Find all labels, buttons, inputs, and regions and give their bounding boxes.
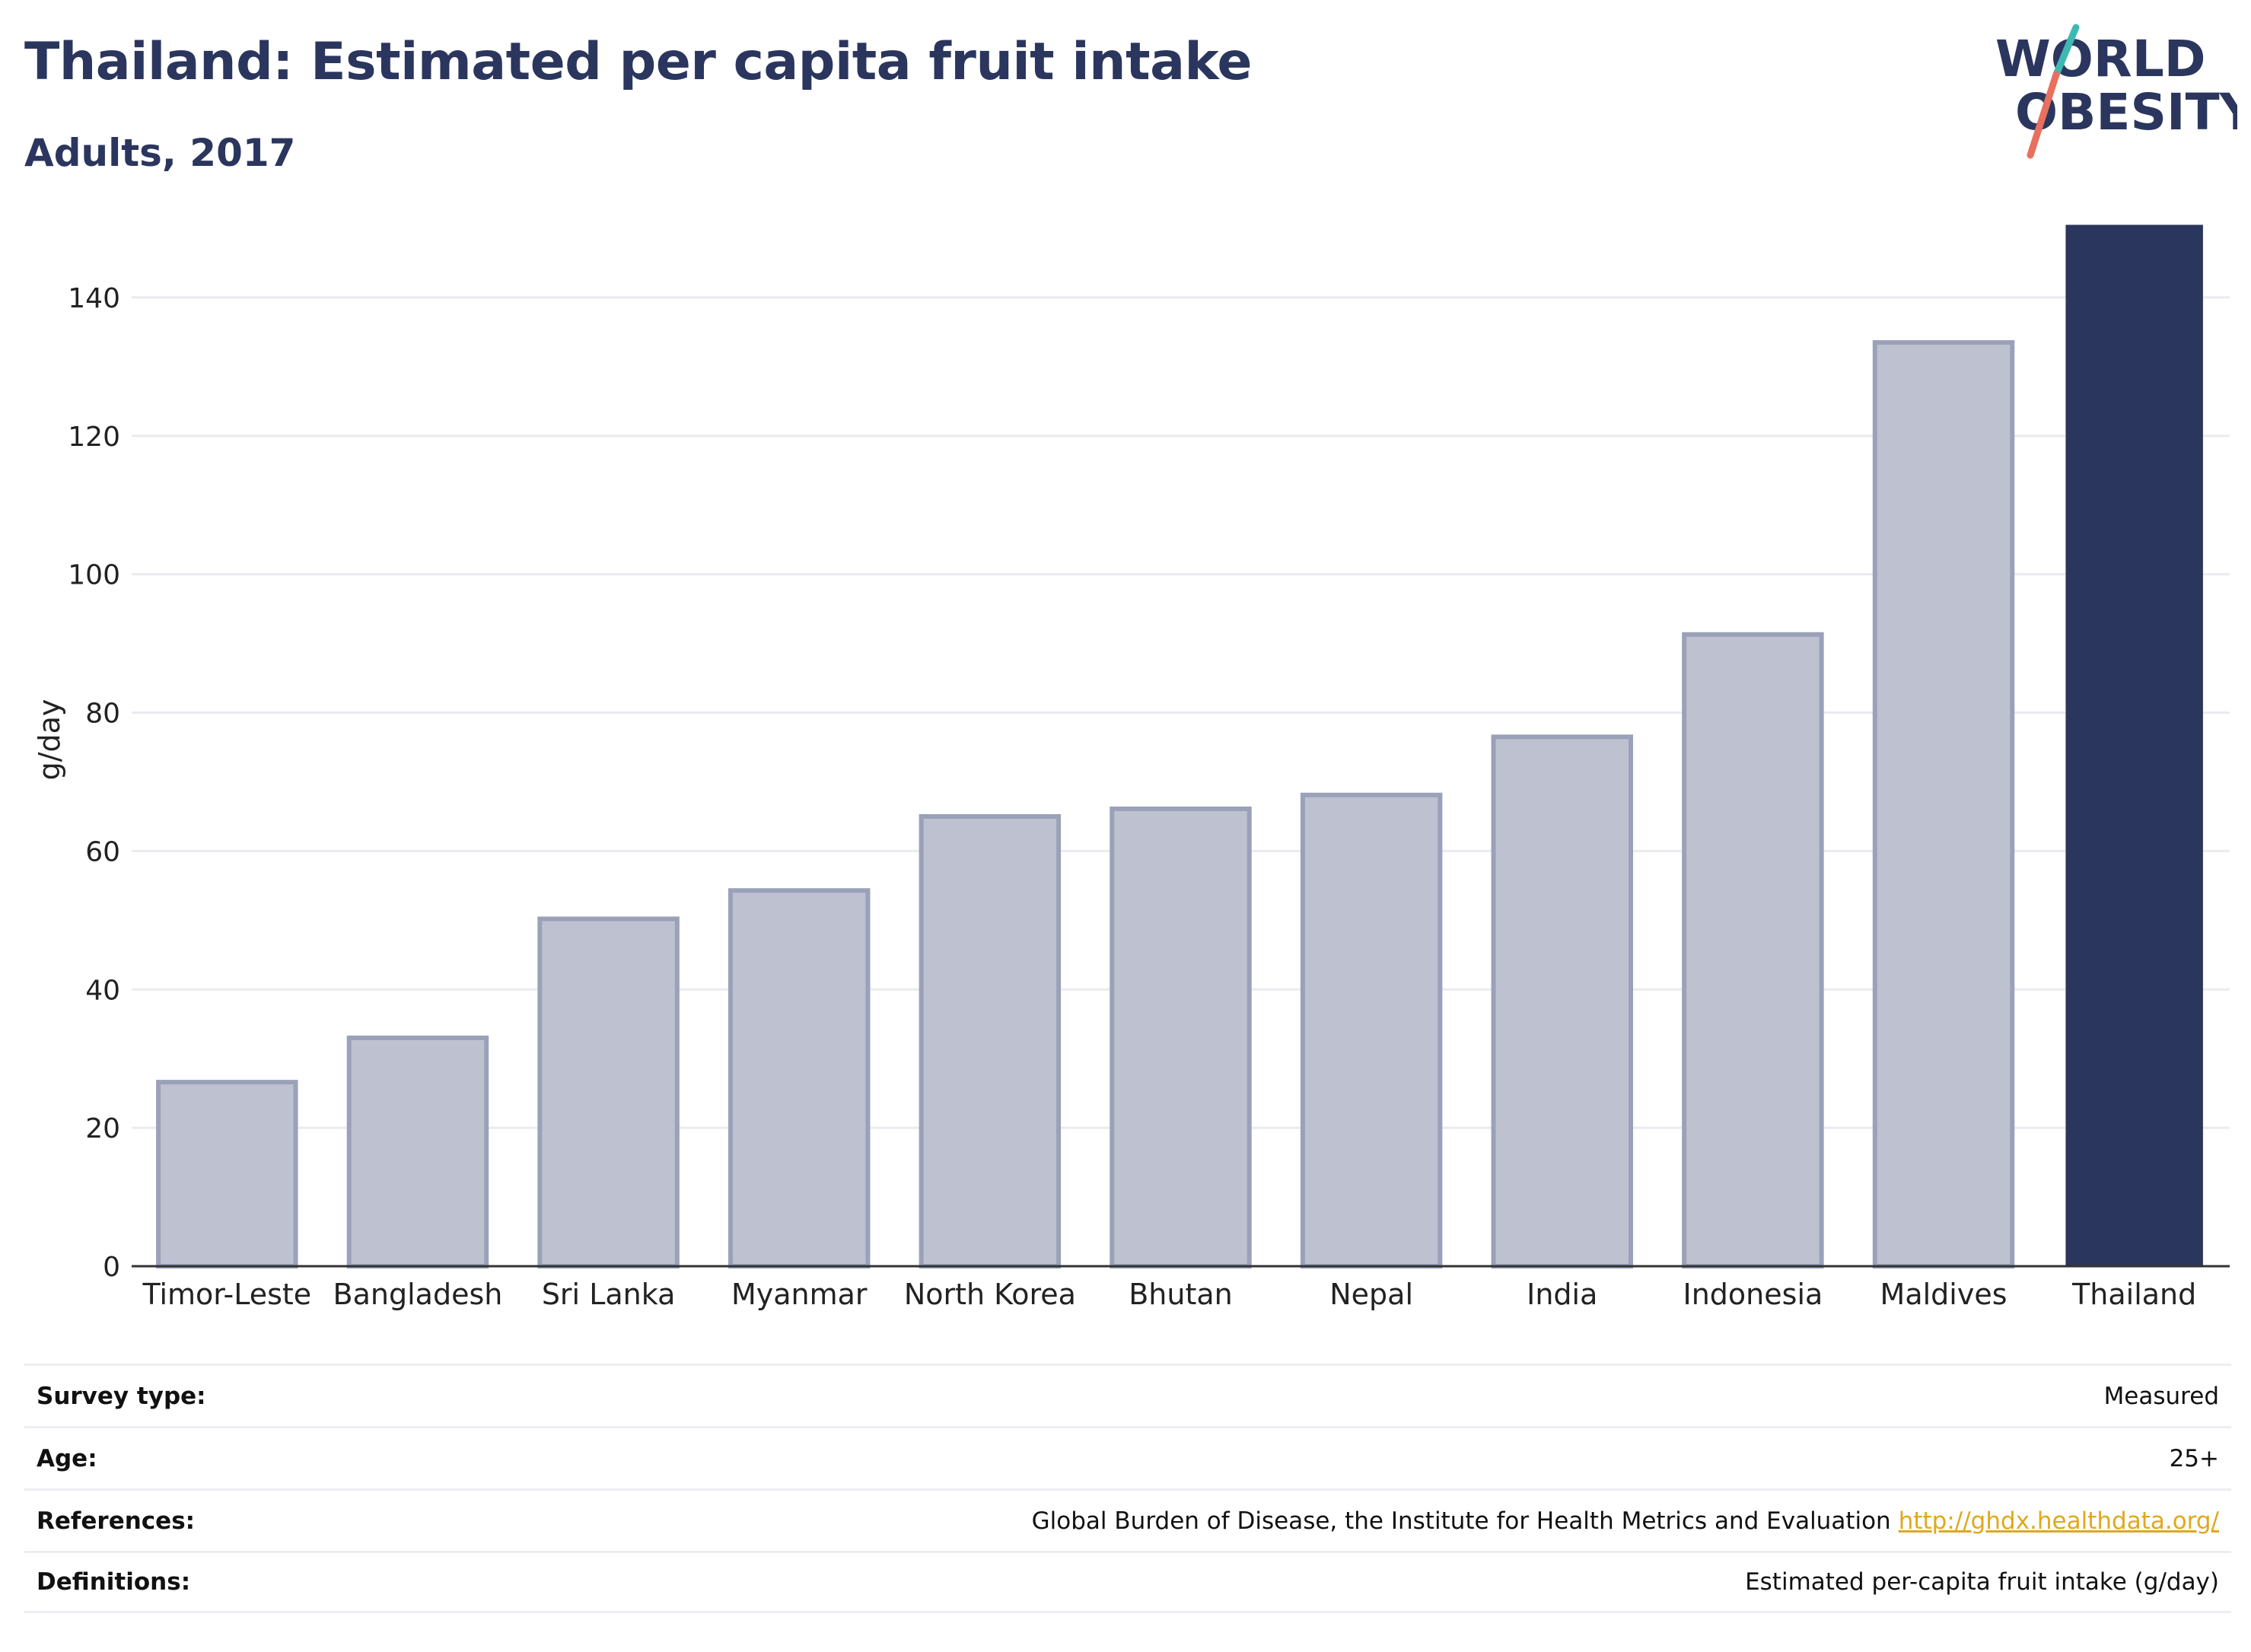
meta-row-survey-type: Survey type: Measured (24, 1364, 2231, 1426)
y-tick-label: 40 (85, 975, 120, 1006)
page-title: Thailand: Estimated per capita fruit int… (24, 32, 1253, 92)
x-tick-label: Maldives (1880, 1278, 2007, 1311)
meta-row-age: Age: 25+ (24, 1426, 2231, 1488)
bar-bangladesh (346, 1035, 489, 1269)
meta-value: Estimated per-capita fruit intake (g/day… (1745, 1568, 2219, 1596)
bar-myanmar (728, 888, 871, 1269)
bar-north-korea (919, 813, 1062, 1268)
x-tick-label: Bangladesh (333, 1278, 503, 1311)
reference-text: Global Burden of Disease, the Institute … (1031, 1507, 1891, 1535)
page-subtitle: Adults, 2017 (24, 131, 296, 175)
logo-slash-teal (2052, 24, 2080, 78)
meta-value: 25+ (2169, 1444, 2219, 1472)
bar-chart: 0 20 40 60 80 100 120 140 Timor-Leste Bangladesh S… (33, 224, 2230, 1311)
meta-row-definitions: Definitions: Estimated per-capita fruit … (24, 1551, 2231, 1613)
x-tick-label: Indonesia (1683, 1278, 1823, 1311)
bar-nepal (1300, 792, 1443, 1268)
world-obesity-logo: WORLD OBESITY (1995, 24, 2237, 159)
y-tick-label: 60 (85, 836, 120, 867)
meta-value: Measured (2103, 1382, 2219, 1410)
x-tick-label: Timor-Leste (142, 1278, 311, 1311)
x-tick-label: Bhutan (1129, 1278, 1233, 1311)
bar-bhutan (1110, 806, 1252, 1268)
axes: 0 20 40 60 80 100 120 140 Timor-Leste Bangladesh S… (33, 283, 2230, 1311)
y-tick-label: 20 (85, 1113, 120, 1144)
bars (156, 224, 2203, 1269)
meta-label: References: (37, 1507, 196, 1535)
y-tick-label: 100 (68, 560, 120, 591)
x-tick-label: Thailand (2071, 1278, 2196, 1311)
bar-indonesia (1682, 632, 1824, 1268)
y-axis-label: g/day (33, 699, 66, 781)
x-tick-label: Nepal (1329, 1278, 1413, 1311)
x-tick-label: India (1527, 1278, 1597, 1311)
y-tick-label: 140 (68, 283, 120, 314)
y-tick-label: 0 (103, 1252, 120, 1283)
x-tick-label: Myanmar (731, 1278, 868, 1311)
logo-slash-coral (2027, 71, 2060, 159)
y-tick-label: 120 (68, 422, 120, 453)
bar-thailand (2065, 224, 2203, 1266)
meta-value-references: Global Burden of Disease, the Institute … (1032, 1507, 2219, 1535)
bar-india (1491, 734, 1634, 1268)
logo-text-world: WORLD (1995, 30, 2206, 88)
metadata-table: Survey type: Measured Age: 25+ Reference… (24, 1364, 2231, 1613)
reference-link[interactable]: http://ghdx.healthdata.org/ (1898, 1507, 2219, 1535)
x-tick-label: Sri Lanka (542, 1278, 676, 1311)
bar-maldives (1872, 340, 2015, 1268)
meta-label: Age: (37, 1444, 97, 1472)
x-tick-label: North Korea (904, 1278, 1076, 1311)
bar-sri-lanka (537, 916, 680, 1268)
meta-label: Survey type: (37, 1382, 206, 1410)
meta-label: Definitions: (37, 1568, 191, 1596)
meta-row-references: References: Global Burden of Disease, th… (24, 1488, 2231, 1551)
y-tick-label: 80 (85, 699, 120, 730)
bar-timor-leste (156, 1080, 298, 1268)
